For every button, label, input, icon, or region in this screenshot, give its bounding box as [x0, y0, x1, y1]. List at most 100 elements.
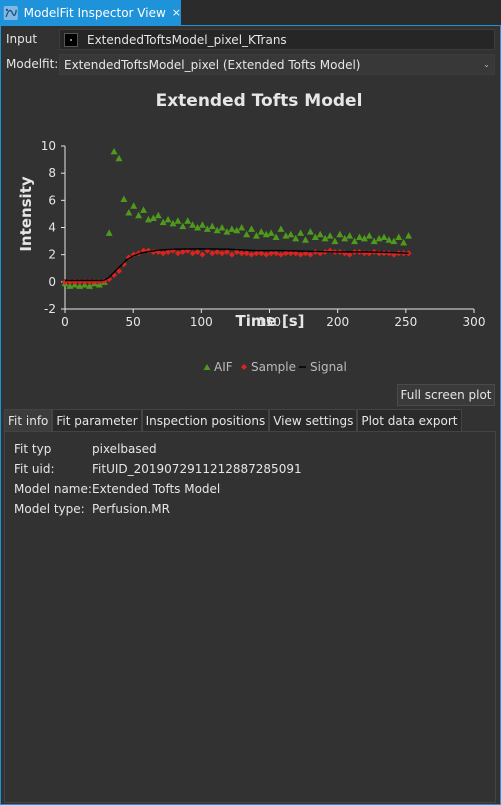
sample-point	[385, 250, 392, 257]
y-tick-label: 4	[48, 221, 56, 235]
aif-point	[194, 224, 202, 231]
aif-point	[135, 211, 143, 219]
modelfit-combobox[interactable]: ExtendedToftsModel_pixel (Extended Tofts…	[59, 54, 495, 75]
modelfit-inspector-panel: Input ExtendedToftsModel_pixel_KTrans Mo…	[0, 25, 501, 805]
aif-point	[159, 218, 167, 226]
aif-point	[115, 154, 123, 162]
aif-point	[189, 221, 197, 228]
aif-point	[380, 233, 388, 241]
fit-type-label: Fit typ	[14, 442, 52, 456]
sample-point	[62, 278, 68, 285]
aif-point	[86, 282, 94, 289]
aif-point	[238, 224, 246, 231]
chart-legend: AIF Sample Signal	[203, 360, 347, 374]
aif-point	[385, 236, 393, 243]
aif-point	[311, 233, 319, 241]
aif-point	[179, 222, 187, 230]
x-tick-label: 150	[258, 315, 281, 329]
aif-point	[351, 237, 359, 245]
sample-point	[91, 278, 98, 285]
tab-fit-parameter[interactable]: Fit parameter	[52, 409, 142, 431]
aif-point	[321, 234, 329, 242]
x-tick-label: 0	[61, 315, 69, 329]
view-tab-bar: ModelFit Inspector View ×	[0, 0, 501, 25]
legend-aif-marker	[203, 364, 211, 370]
aif-point	[405, 232, 413, 239]
aif-point	[184, 217, 192, 224]
aif-point	[365, 232, 373, 239]
aif-point	[228, 225, 236, 232]
sample-point	[346, 251, 353, 258]
input-row: Input ExtendedToftsModel_pixel_KTrans	[1, 28, 500, 50]
aif-point	[336, 230, 344, 238]
aif-point	[390, 237, 398, 245]
sample-point	[71, 278, 78, 285]
full-screen-plot-button[interactable]: Full screen plot	[397, 384, 495, 406]
aif-point	[306, 228, 314, 235]
sample-point	[96, 278, 103, 285]
aif-point	[169, 219, 177, 227]
aif-point	[174, 217, 182, 224]
model-type-value: Perfusion.MR	[92, 502, 170, 516]
image-thumbnail-icon	[64, 32, 78, 47]
aif-point	[360, 234, 368, 242]
sample-point	[86, 278, 93, 285]
view-tab-modelfit-inspector[interactable]: ModelFit Inspector View ×	[0, 0, 181, 25]
legend-label: Sample	[251, 360, 296, 374]
legend-label: AIF	[214, 360, 233, 374]
x-tick-label: 250	[394, 315, 417, 329]
aif-point	[125, 209, 133, 216]
fit-type-value: pixelbased	[92, 442, 157, 456]
sample-point	[282, 250, 289, 257]
sample-point	[199, 251, 206, 258]
aif-point	[198, 221, 206, 228]
aif-point	[140, 206, 148, 213]
sample-point	[223, 248, 230, 255]
input-selector[interactable]: ExtendedToftsModel_pixel_KTrans	[59, 29, 495, 50]
aif-point	[346, 232, 354, 239]
fit-plot[interactable]: Extended Tofts Model Intensity Time [s] …	[1, 81, 500, 381]
aif-point	[272, 233, 280, 241]
modelfit-value: ExtendedToftsModel_pixel (Extended Tofts…	[64, 57, 361, 72]
fit-info-row-uid: Fit uid: FitUID_20190729112128872850​91	[14, 460, 302, 478]
sample-point	[248, 251, 255, 258]
sample-point	[228, 251, 235, 258]
aif-point	[292, 234, 300, 242]
chart-title: Extended Tofts Model	[156, 91, 363, 111]
sample-point	[327, 247, 334, 254]
fit-info-row-model-type: Model type: Perfusion.MR	[14, 500, 170, 518]
sample-point	[189, 250, 196, 257]
sample-point	[243, 250, 250, 257]
aif-point	[301, 236, 309, 243]
aif-point	[105, 229, 113, 236]
tab-plot-data-export[interactable]: Plot data export	[357, 409, 462, 431]
sample-point	[307, 251, 314, 258]
legend-sample-marker	[241, 364, 247, 370]
aif-point	[326, 232, 334, 239]
inspector-tabs: Fit info Fit parameter Inspection positi…	[4, 409, 462, 431]
sample-point	[253, 250, 260, 257]
aif-point	[213, 226, 221, 234]
aif-point	[149, 214, 157, 221]
input-label: Input	[6, 32, 38, 46]
aif-point	[110, 147, 118, 155]
sample-point	[120, 261, 127, 268]
y-tick-label: 10	[41, 139, 56, 153]
fit-uid-label: Fit uid:	[14, 462, 55, 476]
close-icon[interactable]: ×	[171, 6, 181, 19]
aif-point	[331, 237, 339, 245]
modelfit-row: Modelfit: ExtendedToftsModel_pixel (Exte…	[1, 53, 500, 75]
y-tick-label: 6	[48, 193, 56, 207]
y-tick-label: -2	[44, 302, 56, 316]
sample-point	[209, 250, 216, 257]
fit-info-panel: Fit typ pixelbased Fit uid: FitUID_20190…	[4, 431, 496, 803]
model-name-label: Model name:	[14, 482, 92, 496]
sample-point	[292, 250, 299, 257]
tab-fit-info[interactable]: Fit info	[4, 409, 53, 431]
tab-view-settings[interactable]: View settings	[269, 409, 358, 431]
tab-inspection-positions[interactable]: Inspection positions	[141, 409, 270, 431]
aif-point	[287, 230, 295, 238]
sample-point	[258, 250, 265, 257]
chart-x-axis-label: Time [s]	[235, 312, 304, 330]
